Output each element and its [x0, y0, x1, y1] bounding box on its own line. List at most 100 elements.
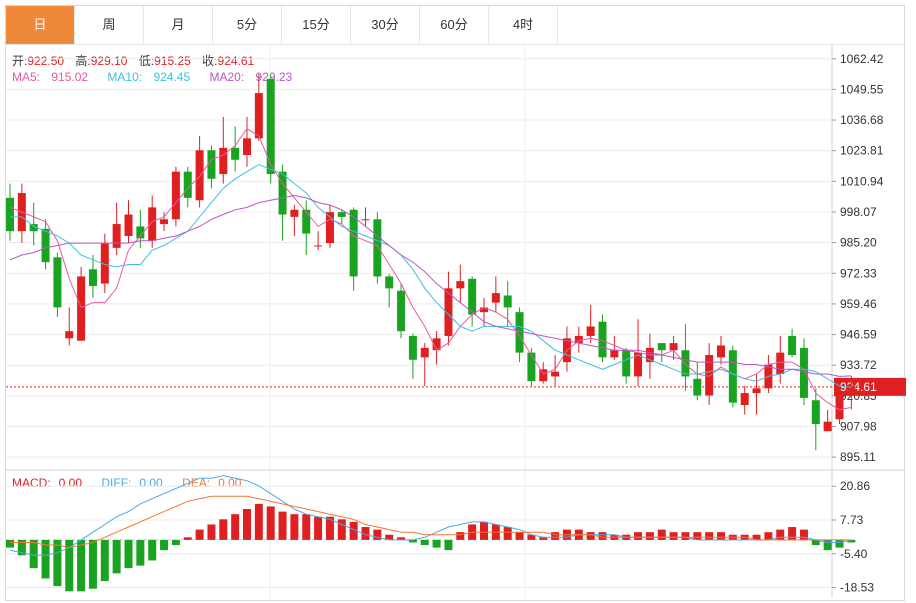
- ma10-readout: MA10: 924.45: [107, 70, 198, 84]
- price-tick-label: 1036.68: [840, 113, 884, 127]
- macd-bar-positive: [397, 537, 406, 540]
- macd-bar-negative: [6, 539, 14, 548]
- macd-bar-positive: [219, 519, 228, 540]
- open-label: 开:: [12, 54, 28, 68]
- price-tick-label: 972.33: [840, 266, 877, 280]
- macd-bar-positive: [586, 532, 595, 540]
- price-tick-label: 1010.94: [840, 174, 884, 188]
- candle-up: [444, 288, 453, 336]
- macd-tick-label: 20.86: [840, 479, 870, 493]
- candle-down: [503, 295, 512, 308]
- candle-up: [480, 307, 488, 313]
- candle-up: [65, 331, 74, 339]
- macd-bar-negative: [148, 539, 157, 561]
- macd-bar-positive: [349, 521, 358, 540]
- ma5-readout: MA5: 915.02: [12, 70, 96, 84]
- candle-up: [539, 369, 548, 382]
- macd-bar-positive: [243, 509, 251, 540]
- candle-up: [669, 343, 678, 351]
- macd-bar-negative: [811, 539, 820, 546]
- macd-bar-negative: [100, 539, 109, 582]
- macd-bar-positive: [278, 511, 287, 540]
- macd-bar-positive: [266, 506, 275, 540]
- macd-bar-negative: [29, 539, 38, 569]
- macd-bar-positive: [669, 532, 678, 540]
- price-tick-label: 946.59: [840, 328, 877, 342]
- candle-down: [266, 78, 275, 175]
- macd-tick-label: 7.73: [840, 513, 864, 527]
- candle-down: [53, 257, 62, 308]
- candle-up: [171, 171, 180, 220]
- price-tick-label: 933.72: [840, 358, 877, 372]
- candle-down: [397, 290, 406, 332]
- ma20-line: [9, 194, 852, 377]
- ma5-value: 915.02: [51, 70, 89, 84]
- macd-bar-negative: [432, 539, 441, 548]
- candle-down: [183, 171, 192, 198]
- macd-bar-positive: [764, 532, 773, 540]
- macd-bar-negative: [41, 539, 50, 579]
- macd-bar-positive: [693, 532, 702, 540]
- candle-up: [432, 338, 441, 351]
- candle-up: [551, 371, 560, 377]
- candle-up: [148, 207, 157, 241]
- candle-down: [681, 350, 690, 377]
- tab-day[interactable]: 日: [6, 6, 75, 44]
- macd-bar-positive: [231, 514, 240, 540]
- macd-bar-positive: [515, 532, 524, 540]
- macd-bar-negative: [88, 539, 97, 589]
- price-tick-label: 1062.42: [840, 52, 884, 66]
- macd-bar-positive: [373, 529, 382, 540]
- price-tick-label: 998.07: [840, 205, 877, 219]
- close-value: 924.61: [217, 54, 255, 68]
- macd-bar-positive: [752, 534, 761, 540]
- candle-up: [195, 150, 204, 201]
- candle-down: [136, 226, 145, 239]
- ma10-label: MA10:: [107, 70, 143, 84]
- candle-up: [219, 147, 228, 175]
- macd-bar-positive: [799, 529, 808, 540]
- macd-bar-positive: [551, 532, 560, 540]
- candle-down: [598, 321, 607, 358]
- macd-bar-negative: [444, 539, 453, 551]
- tab-month[interactable]: 月: [144, 6, 213, 44]
- chart-frame: [5, 5, 905, 601]
- macd-bar-positive: [717, 532, 725, 540]
- candle-up: [705, 355, 714, 396]
- candle-down: [373, 219, 382, 277]
- candle-down: [207, 150, 216, 179]
- macd-bar-positive: [681, 532, 690, 540]
- macd-bar-positive: [302, 514, 311, 540]
- macd-bar-negative: [124, 539, 133, 569]
- macd-bar-positive: [527, 534, 536, 540]
- tab-60min[interactable]: 60分: [420, 6, 489, 44]
- candle-down: [337, 212, 346, 217]
- candle-up: [314, 245, 323, 247]
- macd-bar-positive: [503, 527, 512, 540]
- macd-bar-positive: [776, 529, 785, 540]
- macd-tick-label: -18.53: [840, 581, 874, 595]
- close-label: 收:: [202, 54, 218, 68]
- candle-down: [302, 209, 311, 234]
- tab-4hour[interactable]: 4时: [489, 6, 558, 44]
- macd-bar-positive: [634, 532, 643, 540]
- tab-30min[interactable]: 30分: [351, 6, 420, 44]
- ma-readout: MA5: 915.02 MA10: 924.45 MA20: 929.23: [12, 70, 308, 84]
- macd-bar-positive: [314, 516, 323, 540]
- ma20-value: 929.23: [255, 70, 293, 84]
- candle-down: [811, 400, 820, 425]
- candle-up: [752, 388, 761, 394]
- candle-up: [77, 276, 86, 341]
- candle-up: [112, 224, 121, 248]
- price-tick-label: 895.11: [840, 450, 876, 464]
- macd-bar-positive: [598, 532, 607, 540]
- tab-15min[interactable]: 15分: [282, 6, 351, 44]
- macd-bar-negative: [65, 539, 74, 592]
- tab-week[interactable]: 周: [75, 6, 144, 44]
- dea-line: [10, 495, 852, 549]
- candle-up: [586, 326, 595, 336]
- tab-5min[interactable]: 5分: [213, 6, 282, 44]
- macd-bar-negative: [835, 539, 844, 548]
- price-tick-label: 1023.81: [840, 144, 884, 158]
